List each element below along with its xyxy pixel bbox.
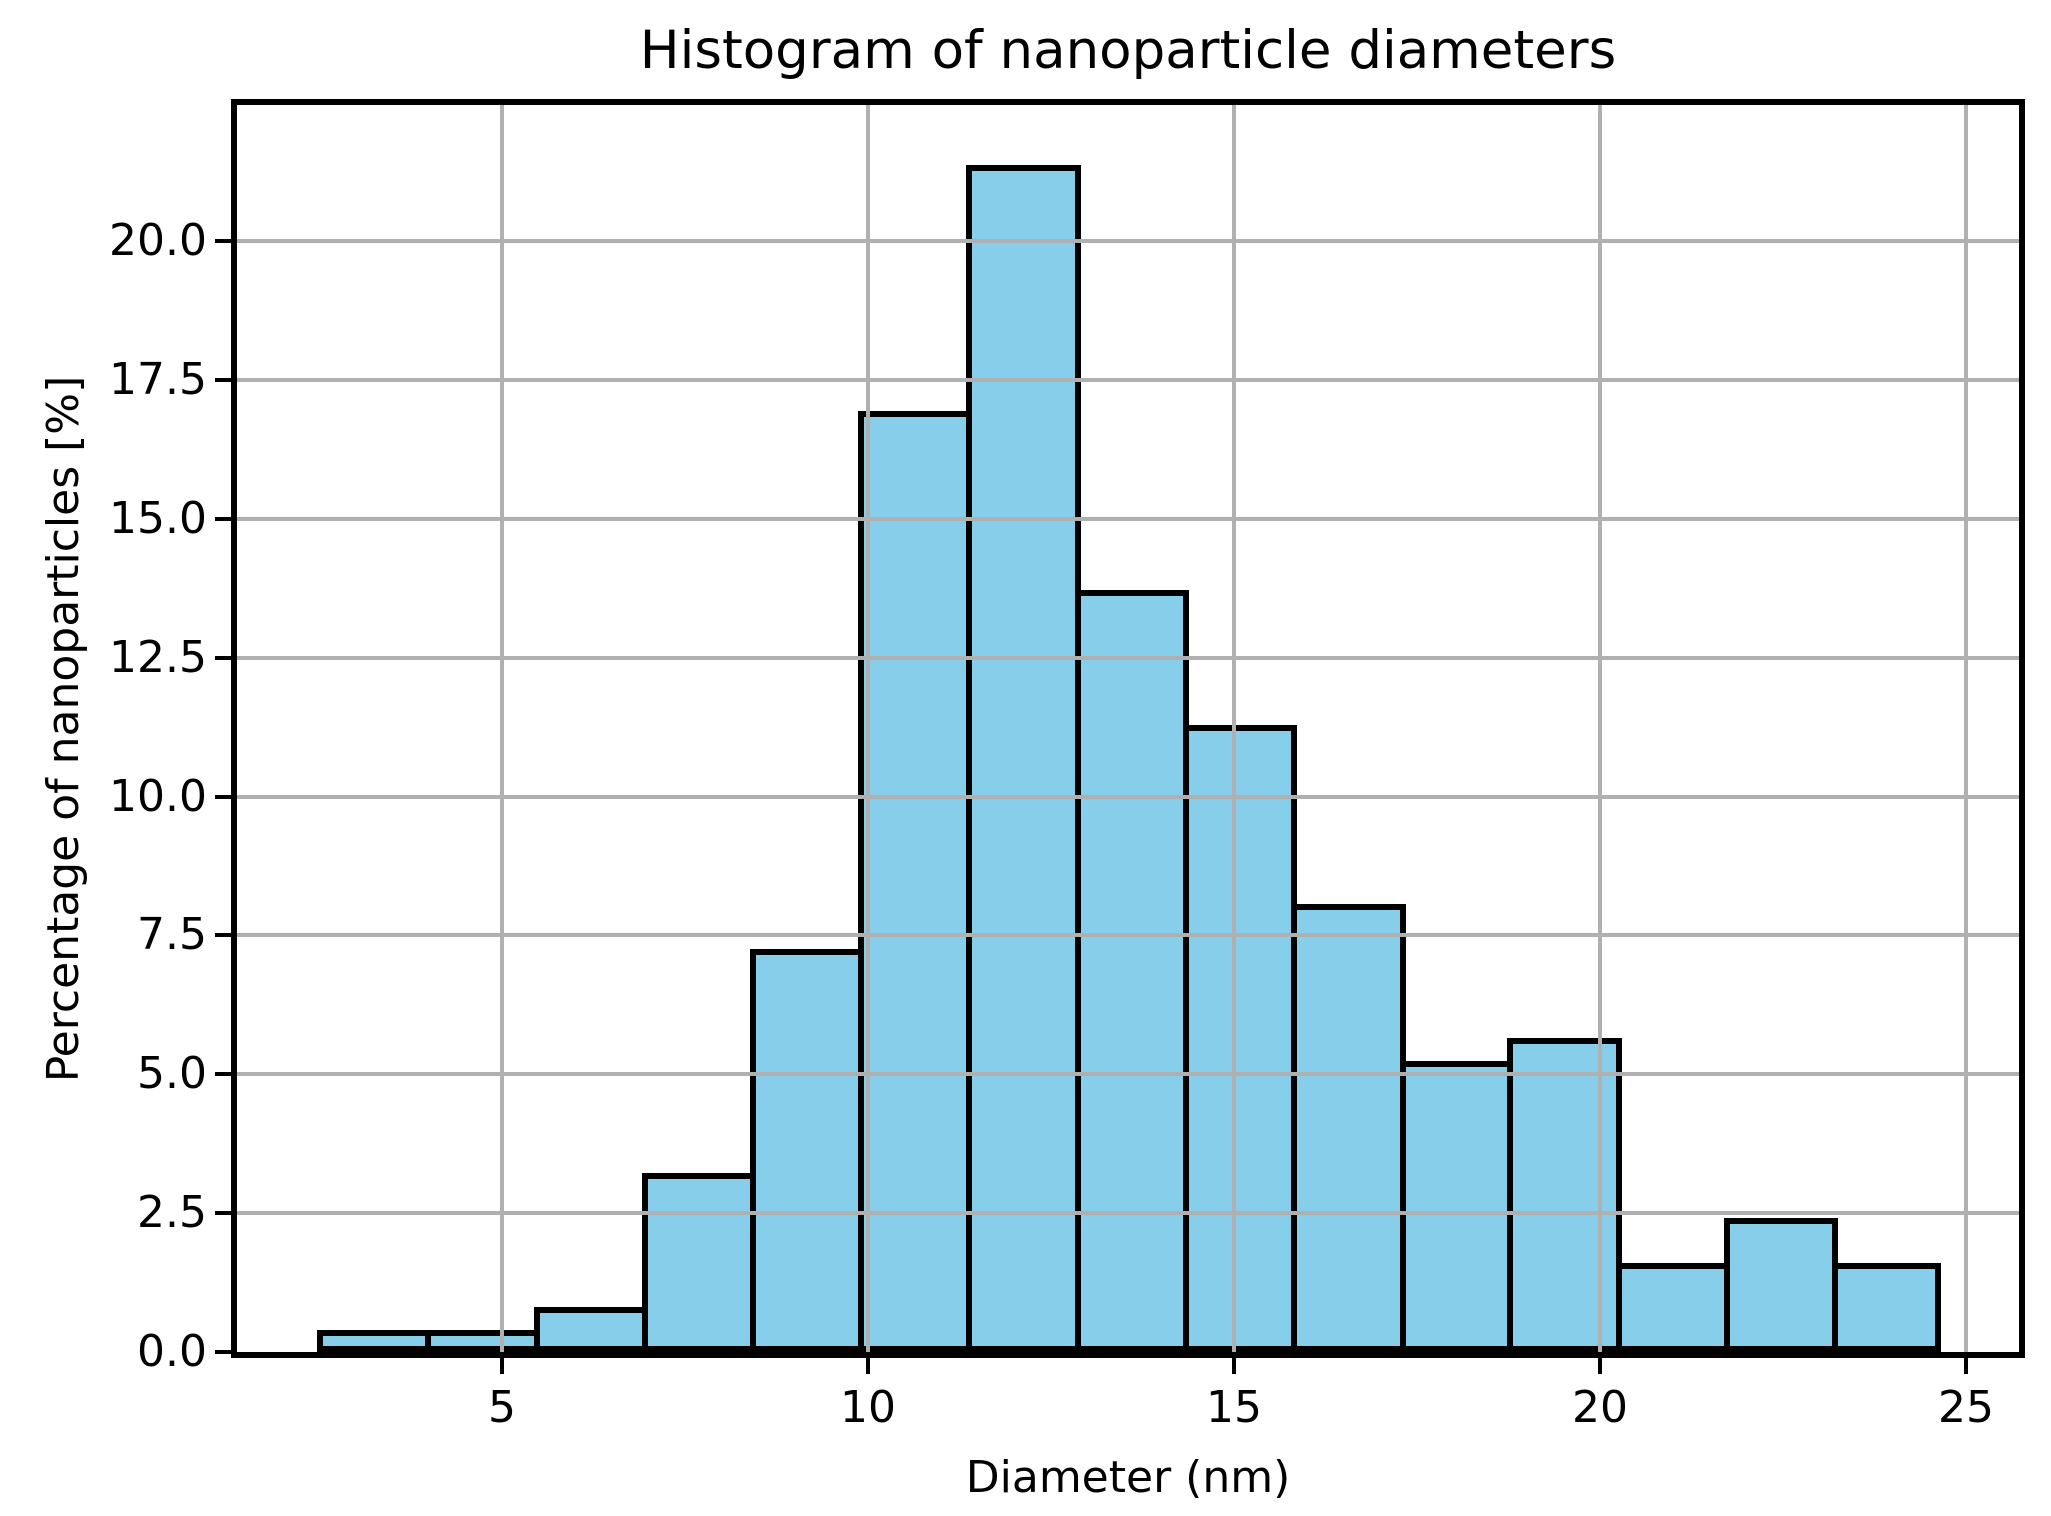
gridline-horizontal [237,795,2019,799]
y-tick-label: 7.5 [137,909,207,960]
histogram-bar [1832,1263,1941,1352]
histogram-bar [317,1330,431,1352]
y-tick [215,517,231,521]
y-tick-label: 2.5 [137,1187,207,1238]
x-tick [1964,1358,1968,1374]
histogram-bar [1075,590,1189,1352]
x-axis-label: Diameter (nm) [965,1452,1291,1503]
histogram-bar [642,1173,756,1352]
gridline-vertical [500,105,504,1352]
x-tick [866,1358,870,1374]
y-axis-label: Percentage of nanoparticles [%] [38,375,89,1083]
x-tick-label: 25 [1938,1382,1994,1433]
y-tick-label: 12.5 [109,632,207,683]
gridline-vertical [866,105,870,1352]
gridline-vertical [1964,105,1968,1352]
y-tick [215,378,231,382]
x-tick-label: 15 [1206,1382,1262,1433]
histogram-bar [534,1307,648,1352]
x-tick [1232,1358,1236,1374]
histogram-bar [1400,1061,1513,1352]
histogram-bar [750,949,864,1352]
x-tick [1598,1358,1602,1374]
y-tick-label: 17.5 [109,354,207,405]
y-tick-label: 5.0 [137,1048,207,1099]
y-tick [215,1072,231,1076]
x-tick-label: 20 [1572,1382,1628,1433]
x-tick [500,1358,504,1374]
y-tick-label: 10.0 [109,771,207,822]
x-tick-label: 5 [488,1382,516,1433]
histogram-bar [1291,904,1406,1352]
histogram-bar [1616,1263,1730,1352]
y-tick-label: 20.0 [109,215,207,266]
gridline-horizontal [237,517,2019,521]
y-tick [215,1350,231,1354]
y-tick [215,656,231,660]
y-tick-label: 15.0 [109,493,207,544]
gridline-horizontal [237,933,2019,937]
gridline-horizontal [237,378,2019,382]
gridline-vertical [1598,105,1602,1352]
gridline-horizontal [237,1072,2019,1076]
gridline-horizontal [237,239,2019,243]
gridline-vertical [1232,105,1236,1352]
plot-area [231,99,2025,1358]
histogram-bar [1724,1218,1838,1352]
y-tick [215,1211,231,1215]
y-tick-label: 0.0 [137,1326,207,1377]
histogram-bar [425,1330,540,1352]
chart-title: Histogram of nanoparticle diameters [639,20,1617,81]
y-tick [215,933,231,937]
histogram-bar [966,165,1081,1352]
y-tick [215,239,231,243]
gridline-horizontal [237,656,2019,660]
y-tick [215,795,231,799]
gridline-horizontal [237,1211,2019,1215]
histogram-bar [1183,725,1297,1352]
histogram-bar [1507,1038,1622,1352]
x-tick-label: 10 [840,1382,896,1433]
